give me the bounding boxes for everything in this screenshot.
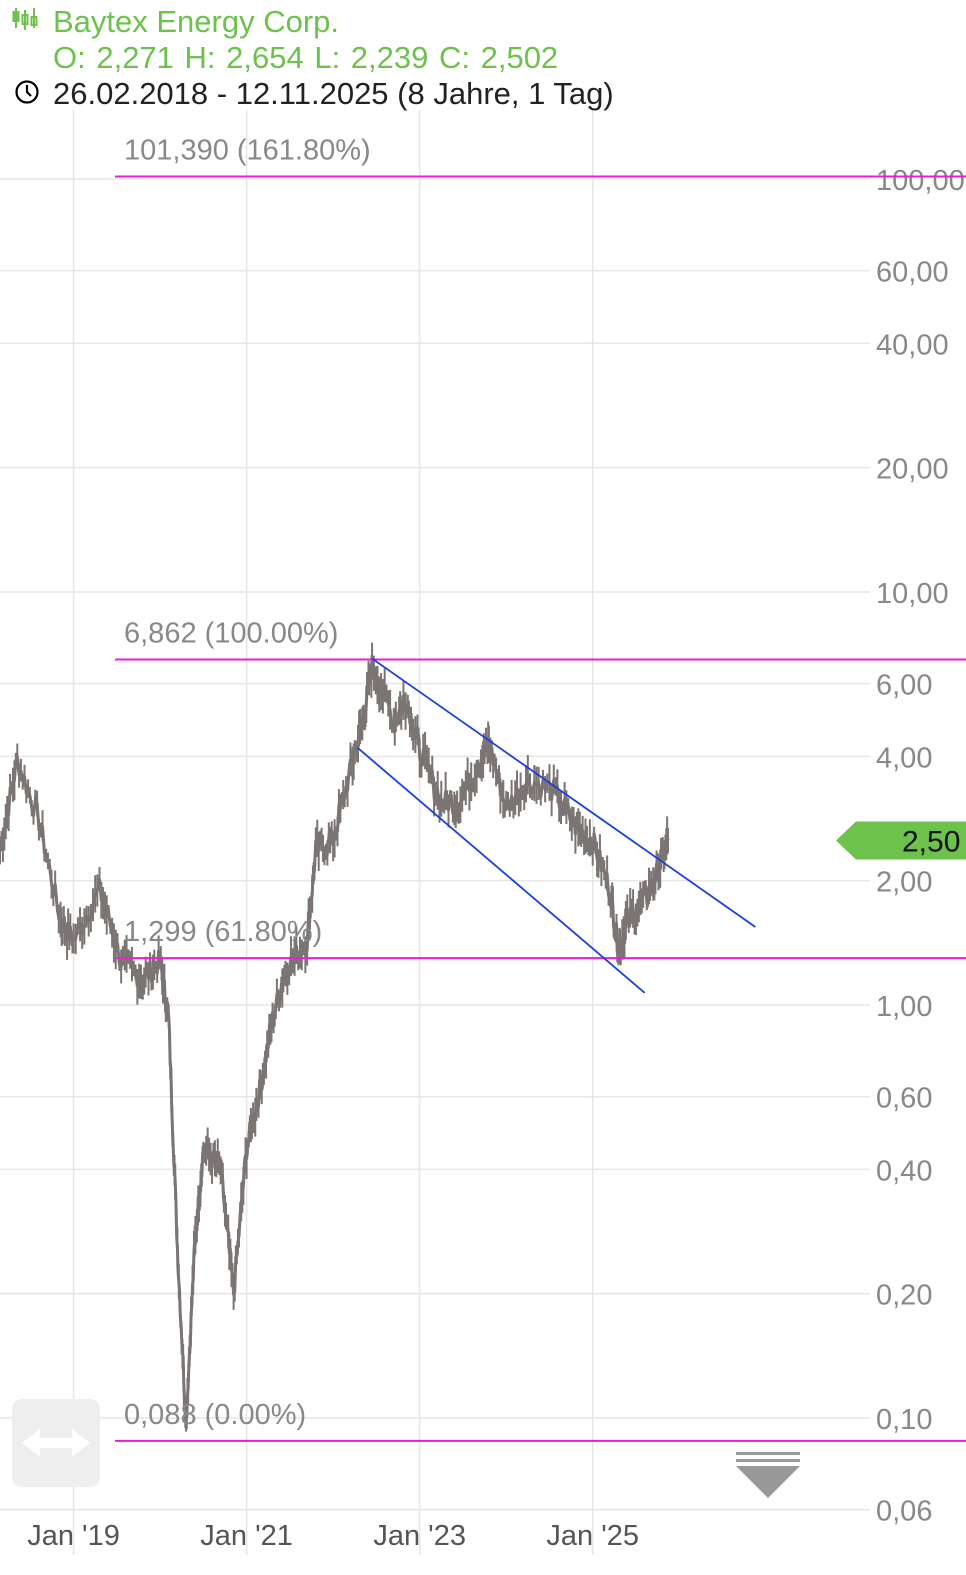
y-tick-label: 100,00 [876,165,965,197]
y-tick-label: 6,00 [876,670,932,702]
fibonacci-label: 101,390 (161.80%) [124,135,371,167]
y-tick-label: 0,40 [876,1155,932,1187]
y-tick-label: 2,00 [876,867,932,899]
last-price-tag [836,821,966,860]
clock-icon [15,80,39,104]
y-tick-label: 4,00 [876,742,932,774]
y-tick-label: 60,00 [876,257,949,289]
y-tick-label: 1,00 [876,991,932,1023]
double-arrow-icon [22,1429,90,1457]
x-tick-label: Jan '23 [373,1520,466,1552]
trendline [371,657,756,928]
price-line [0,655,670,1424]
candlestick-icon [12,8,38,30]
y-tick-label: 0,20 [876,1280,932,1312]
x-tick-label: Jan '25 [546,1520,639,1552]
trendline [356,746,646,994]
y-tick-label: 20,00 [876,454,949,486]
y-tick-label: 0,06 [876,1496,932,1528]
instrument-title: Baytex Energy Corp. [53,4,340,39]
x-tick-label: Jan '21 [200,1520,293,1552]
y-tick-label: 0,10 [876,1404,932,1436]
scroll-down-icon[interactable] [736,1452,802,1502]
ohlc-values: O: 2,271 H: 2,654 L: 2,239 C: 2,502 [53,40,559,75]
fibonacci-label: 1,299 (61.80%) [124,916,322,948]
y-tick-label: 40,00 [876,329,949,361]
fibonacci-label: 6,862 (100.00%) [124,618,338,650]
y-tick-label: 10,00 [876,578,949,610]
x-tick-label: Jan '19 [27,1520,120,1552]
y-tick-label: 0,60 [876,1083,932,1115]
last-price-label: 2,50 [902,826,960,859]
date-range[interactable]: 26.02.2018 - 12.11.2025 (8 Jahre, 1 Tag) [53,76,614,111]
pan-button[interactable] [12,1399,100,1487]
fibonacci-label: 0,088 (0.00%) [124,1399,306,1431]
